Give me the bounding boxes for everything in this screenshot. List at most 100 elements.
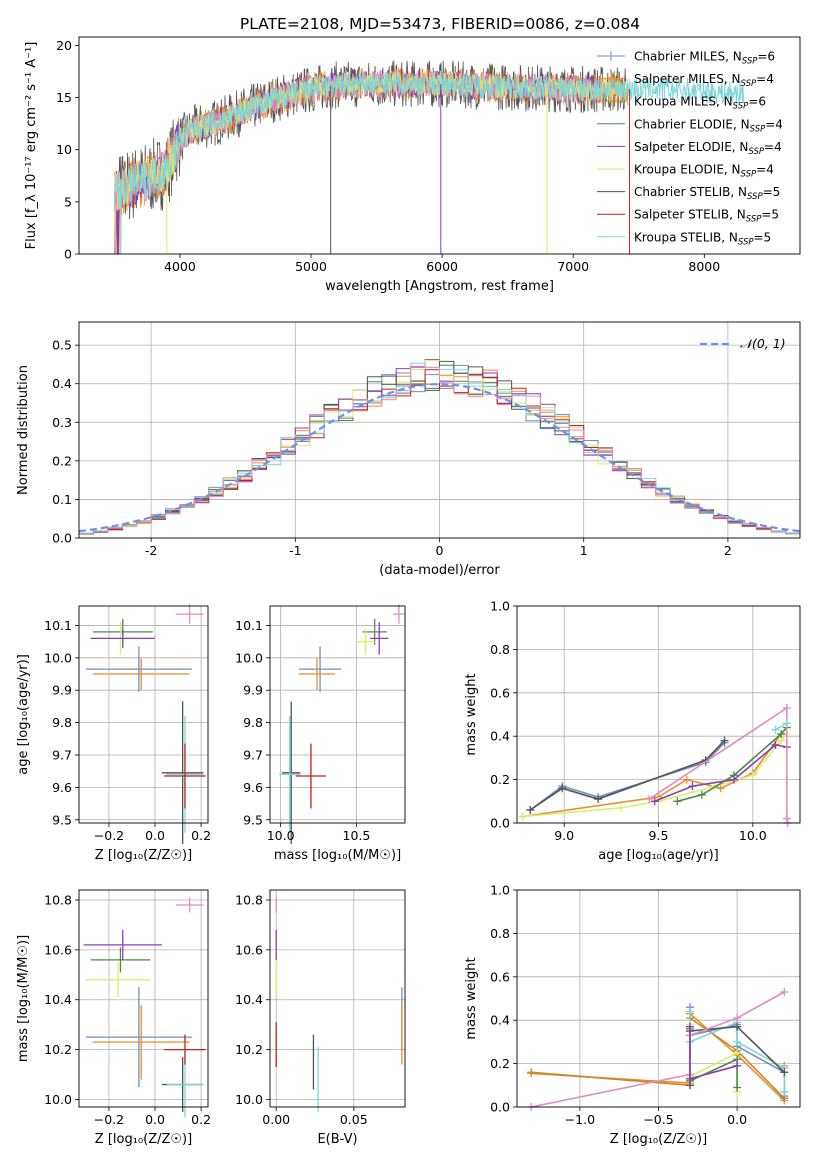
x-tick-label: 10.0: [739, 828, 767, 843]
error-bar-point: [298, 646, 342, 692]
series-point-marker: [733, 1037, 742, 1046]
error-bar-point: [298, 657, 336, 691]
legend-entry: Chabrier MILES, NSSP=6: [597, 50, 775, 67]
y-axis-label: mass weight: [464, 673, 479, 755]
legend-label-base: Chabrier STELIB, N: [634, 185, 747, 199]
error-bar-point: [85, 962, 151, 998]
series-point-marker: [673, 797, 682, 806]
series-line: [648, 706, 789, 824]
series-point-marker: [645, 795, 654, 804]
x-tick-label: 4000: [164, 259, 196, 274]
legend-label: Kroupa ELODIE, NSSP=4: [634, 163, 774, 180]
legend-label-base: Salpeter ELODIE, N: [634, 140, 748, 154]
series-point-marker: [733, 1014, 742, 1023]
x-axis-label: wavelength [Angstrom, rest frame]: [325, 279, 554, 294]
y-tick-label: 9.6: [52, 780, 72, 795]
legend-label-base: Chabrier MILES, N: [634, 50, 742, 64]
legend-label-base: Salpeter STELIB, N: [634, 208, 746, 222]
series-point-marker: [526, 805, 535, 814]
legend-label-base: Salpeter MILES, N: [634, 72, 741, 86]
x-tick-label: 2: [724, 543, 732, 558]
y-tick-label: 10.4: [44, 992, 72, 1007]
series-point-marker: [697, 790, 706, 799]
y-tick-label: 10.0: [235, 1092, 263, 1107]
y-tick-label: 0.1: [52, 492, 72, 507]
legend-label: Chabrier MILES, NSSP=6: [634, 50, 775, 67]
y-tick-label: 0.8: [490, 642, 510, 657]
x-tick-label: -1: [289, 543, 301, 558]
legend-label-subscript: SSP: [748, 147, 764, 157]
legend-label-count: =4: [756, 72, 774, 86]
error-bar-point: [85, 646, 192, 692]
figure-title: PLATE=2108, MJD=53473, FIBERID=0086, z=0…: [240, 15, 640, 33]
x-tick-label: 0.05: [340, 1112, 368, 1127]
legend-entry: Salpeter ELODIE, NSSP=4: [597, 140, 782, 157]
y-tick-label: 10.1: [44, 618, 72, 633]
x-tick-label: -2: [145, 543, 157, 558]
x-tick-label: 1: [580, 543, 588, 558]
legend-label-count: =5: [754, 230, 772, 244]
series-point-marker: [780, 987, 789, 996]
y-tick-label: 15: [56, 90, 72, 105]
legend-label-subscript: SSP: [741, 170, 757, 180]
series-line: [531, 1011, 786, 1103]
legend-label-count: =4: [756, 163, 774, 177]
series-point-marker: [518, 812, 527, 821]
x-tick-label: 0: [436, 543, 444, 558]
y-tick-label: 0.2: [52, 453, 72, 468]
error-bar-point: [279, 716, 301, 833]
error-bar-point: [175, 897, 204, 913]
error-bar-point: [92, 1004, 190, 1080]
legend-entry: Chabrier STELIB, NSSP=5: [597, 185, 780, 202]
series-point-marker: [771, 725, 780, 734]
error-bar-point: [370, 622, 389, 655]
error-bar-point: [354, 628, 377, 655]
legend-entry: Salpeter MILES, NSSP=4: [597, 72, 774, 89]
x-tick-label: −0.5: [643, 1112, 673, 1127]
axes-frame: [269, 605, 406, 824]
y-tick-label: 9.9: [243, 683, 263, 698]
error-bar-point: [295, 743, 327, 809]
axes-frame: [269, 889, 406, 1108]
series-point-marker: [782, 703, 791, 712]
legend-entry: Chabrier ELODIE, NSSP=4: [597, 117, 783, 134]
x-tick-label: 0.2: [191, 828, 211, 843]
spectrum-model-line: [114, 71, 629, 254]
x-axis-label: Z [log₁₀(Z/Z☉)]: [95, 848, 192, 863]
legend-label-subscript: SSP: [738, 237, 754, 247]
x-tick-label: 9.0: [554, 828, 574, 843]
series-point-marker: [733, 1061, 742, 1070]
error-bar-point: [362, 618, 387, 645]
series-point-marker: [733, 1022, 742, 1031]
x-tick-label: 0.00: [262, 1112, 290, 1127]
legend-label: Kroupa MILES, NSSP=6: [634, 95, 766, 112]
error-bar-point: [85, 987, 192, 1088]
legend-label-subscript: SSP: [750, 124, 766, 134]
age-vs-metallicity-panel: −0.2 0.0 0.2 9.5 9.6 9.7 9.8 9.9 10.0 10.1 Z [log₁…: [16, 604, 211, 863]
y-tick-label: 0.5: [52, 338, 72, 353]
y-tick-label: 0.4: [490, 1013, 510, 1028]
legend-label-base: Chabrier ELODIE, N: [634, 117, 750, 131]
y-tick-label: 0.0: [52, 531, 72, 546]
x-axis-label: E(B-V): [317, 1132, 357, 1147]
legend-label-base: Kroupa MILES, N: [634, 95, 733, 109]
error-bar-point: [92, 657, 190, 691]
axes-frame: [78, 889, 209, 1108]
series-point-marker: [733, 1083, 742, 1092]
series-point-marker: [685, 1022, 694, 1031]
y-tick-label: 10.4: [235, 992, 263, 1007]
y-tick-label: 0: [64, 247, 72, 262]
legend-label-subscript: SSP: [741, 79, 757, 89]
series-point-marker: [780, 1087, 789, 1096]
y-tick-label: 0.2: [490, 772, 510, 787]
x-tick-label: 10.0: [267, 828, 295, 843]
series-point-marker: [748, 771, 757, 780]
legend-label: Salpeter MILES, NSSP=4: [634, 72, 774, 89]
legend-label-base: Kroupa ELODIE, N: [634, 163, 741, 177]
y-tick-label: 10.6: [44, 942, 72, 957]
y-tick-label: 0.4: [490, 729, 510, 744]
x-tick-label: 0.0: [145, 828, 165, 843]
y-tick-label: 1.0: [490, 599, 510, 614]
x-tick-label: 0.2: [191, 1112, 211, 1127]
